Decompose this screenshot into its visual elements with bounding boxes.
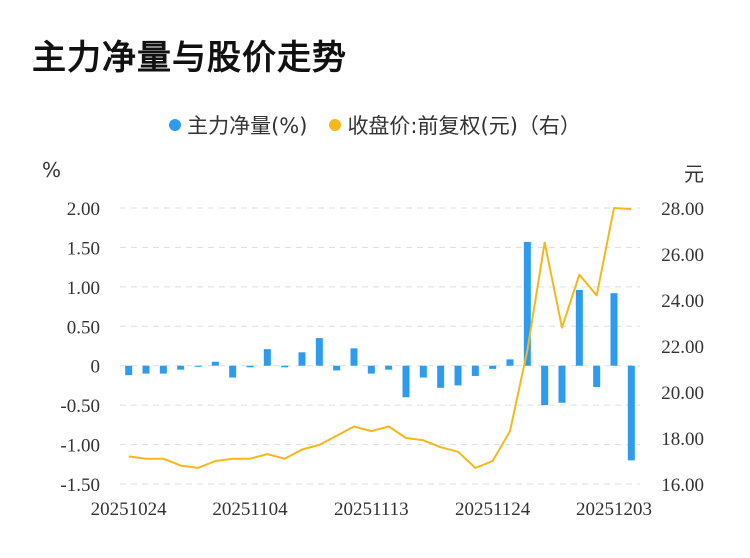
- bar: [367, 365, 375, 374]
- bar: [385, 365, 393, 370]
- bar: [402, 365, 410, 398]
- bar: [454, 365, 462, 386]
- bar: [159, 365, 167, 374]
- bar: [523, 241, 531, 366]
- legend-item-bar[interactable]: 主力净量(%): [169, 110, 307, 140]
- y-right-tick-label: 16.00: [661, 475, 704, 496]
- y-right-tick-label: 22.00: [661, 337, 704, 358]
- y-right-tick-label: 24.00: [661, 291, 704, 312]
- bar: [125, 365, 133, 376]
- bar: [194, 365, 202, 367]
- bar: [506, 359, 514, 366]
- line-layer: [128, 207, 632, 469]
- y-left-tick-label: 0: [91, 357, 101, 378]
- axis-layer: 2.00 1.50 1.00 0.50 0 -0.50 -1.00 -1.50 28.00 26.…: [60, 199, 704, 520]
- y-right-tick-label: 20.00: [661, 383, 704, 404]
- bar-legend-label: 主力净量(%): [187, 114, 308, 138]
- y-right-tick-label: 26.00: [661, 245, 704, 266]
- bar: [246, 365, 254, 368]
- bar: [229, 365, 237, 378]
- x-tick-label: 20251024: [91, 499, 168, 520]
- bar: [575, 290, 583, 366]
- bar: [610, 293, 618, 366]
- y-right-tick-label: 18.00: [661, 429, 704, 450]
- y-left-tick-label: 0.50: [67, 317, 100, 338]
- y-left-tick-label: -1.50: [60, 475, 100, 496]
- bar: [489, 365, 497, 369]
- bar: [350, 348, 358, 366]
- bar: [211, 361, 219, 366]
- grid-layer: [120, 207, 640, 485]
- bar: [558, 365, 566, 403]
- bar-layer: [125, 241, 635, 461]
- bar: [281, 365, 289, 368]
- bar: [437, 365, 445, 388]
- bar: [627, 365, 635, 461]
- bar: [263, 349, 271, 366]
- y-right-tick-label: 28.00: [661, 199, 704, 220]
- y-left-tick-label: -1.00: [60, 436, 100, 457]
- bar: [593, 365, 601, 388]
- bar: [541, 365, 549, 406]
- left-axis-unit: %: [42, 158, 62, 182]
- bar: [142, 365, 150, 374]
- bar-legend-marker: [169, 119, 182, 131]
- price-line: [128, 207, 632, 469]
- y-left-tick-label: 1.00: [67, 278, 100, 299]
- bar: [333, 365, 341, 371]
- x-tick-label: 20251113: [334, 499, 409, 520]
- x-tick-label: 20251203: [576, 499, 652, 520]
- chart-title: 主力净量与股价走势: [32, 38, 347, 78]
- bar: [298, 352, 306, 366]
- line-legend-label: 收盘价:前复权(元)（右）: [347, 114, 581, 138]
- x-tick-label: 20251124: [455, 499, 531, 520]
- y-left-tick-label: -0.50: [60, 396, 100, 417]
- y-left-tick-label: 1.50: [67, 238, 100, 259]
- line-legend-marker: [329, 119, 342, 131]
- legend-item-line[interactable]: 收盘价:前复权(元)（右）: [329, 110, 581, 140]
- bar: [419, 365, 427, 378]
- bar: [471, 365, 479, 376]
- bar: [315, 338, 323, 366]
- right-axis-unit: 元: [684, 162, 704, 186]
- bar: [177, 365, 185, 370]
- y-left-tick-label: 2.00: [67, 199, 100, 220]
- legend: 主力净量(%) 收盘价:前复权(元)（右）: [0, 110, 750, 140]
- x-tick-label: 20251104: [212, 499, 288, 520]
